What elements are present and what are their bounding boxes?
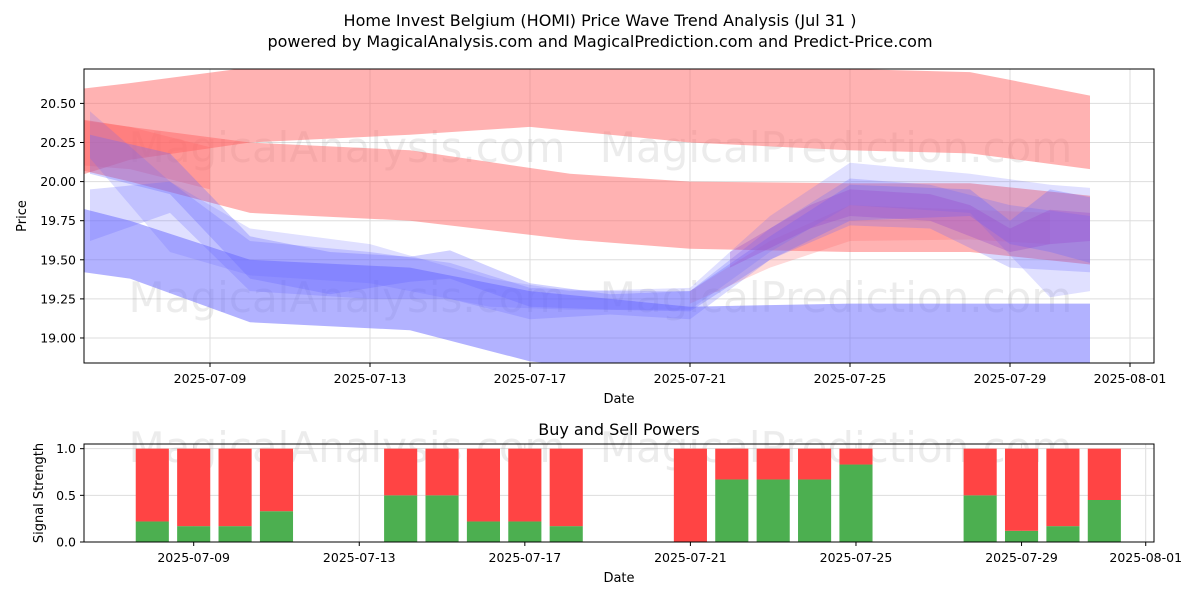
watermark-prediction-signal: MagicalPrediction.com — [600, 423, 1073, 472]
price-plot: MagicalAnalysis.com MagicalPrediction.co… — [15, 68, 1167, 407]
buy-bar — [1004, 530, 1039, 542]
signal-x-tick-label: 2025-07-21 — [654, 550, 727, 565]
signal-bars — [135, 448, 1121, 542]
sell-bar — [1087, 448, 1121, 500]
price-y-tick-label: 19.50 — [40, 252, 76, 267]
buy-bar — [549, 526, 583, 542]
price-band-red — [84, 69, 1090, 175]
price-y-tick-label: 20.00 — [40, 174, 76, 189]
chart-title-line1: Home Invest Belgium (HOMI) Price Wave Tr… — [344, 11, 857, 30]
sell-bar — [1004, 448, 1039, 531]
signal-y-tick-label: 1.0 — [56, 441, 76, 456]
signal-x-tick-label: 2025-07-17 — [489, 550, 562, 565]
price-band-red — [84, 119, 1090, 265]
signal-plot: Buy and Sell Powers MagicalAnalysis.com … — [32, 420, 1182, 586]
signal-x-tick-label: 2025-08-01 — [1109, 550, 1182, 565]
sell-bar — [425, 448, 459, 496]
price-band-red — [690, 205, 1050, 304]
price-x-ticks: 2025-07-09 2025-07-13 2025-07-17 2025-07-21… — [174, 363, 1167, 386]
signal-y-tick-label: 0.5 — [56, 488, 76, 503]
sell-bar — [508, 448, 542, 522]
sell-bar — [1046, 448, 1080, 527]
buy-bar — [259, 511, 294, 542]
price-y-axis-label: Price — [15, 200, 30, 232]
buy-bar — [798, 479, 832, 542]
price-x-tick-label: 2025-07-25 — [814, 371, 887, 386]
price-x-axis-label: Date — [603, 392, 634, 407]
buy-bar — [384, 495, 418, 542]
price-x-tick-label: 2025-07-13 — [334, 371, 407, 386]
price-x-tick-label: 2025-07-17 — [494, 371, 567, 386]
signal-x-tick-label: 2025-07-13 — [323, 550, 396, 565]
price-x-tick-label: 2025-07-21 — [654, 371, 727, 386]
signal-plot-frame — [83, 443, 1155, 543]
sell-bar — [177, 448, 211, 527]
buy-bar — [715, 479, 749, 542]
signal-y-tick-label: 0.0 — [56, 535, 76, 550]
price-x-tick-label: 2025-08-01 — [1094, 371, 1167, 386]
sell-bar — [715, 448, 749, 480]
price-plot-frame — [83, 68, 1155, 364]
sell-bar — [756, 448, 790, 480]
price-band-blue — [84, 209, 1090, 363]
sell-bar — [673, 448, 707, 542]
sell-bar — [839, 448, 873, 465]
price-y-tick-label: 19.00 — [40, 330, 76, 345]
signal-plot-title: Buy and Sell Powers — [538, 420, 700, 439]
buy-bar — [218, 526, 252, 542]
buy-bar — [839, 464, 873, 542]
sell-bar — [963, 448, 997, 496]
buy-bar — [425, 495, 459, 542]
signal-y-ticks: 0.0 0.5 1.0 — [56, 441, 84, 550]
price-band-blue — [90, 178, 1090, 320]
sell-bar — [135, 448, 169, 522]
sell-bar — [259, 448, 294, 512]
signal-y-axis-label: Signal Strength — [32, 443, 47, 543]
buy-bar — [508, 521, 542, 542]
sell-bar — [798, 448, 832, 480]
buy-bar — [756, 479, 790, 542]
signal-x-tick-label: 2025-07-25 — [820, 550, 893, 565]
price-x-tick-label: 2025-07-29 — [974, 371, 1047, 386]
signal-x-tick-label: 2025-07-29 — [985, 550, 1058, 565]
price-band-blue — [90, 134, 1090, 312]
signal-x-axis-label: Date — [603, 571, 634, 586]
sell-bar — [549, 448, 583, 527]
sell-bar — [384, 448, 418, 496]
sell-bar — [218, 448, 252, 527]
buy-bar — [135, 521, 169, 542]
buy-bar — [177, 526, 211, 542]
buy-bar — [466, 521, 500, 542]
buy-bar — [1046, 526, 1080, 542]
signal-x-tick-label: 2025-07-09 — [157, 550, 230, 565]
price-y-tick-label: 19.25 — [40, 291, 76, 306]
price-x-tick-label: 2025-07-09 — [174, 371, 247, 386]
price-band-blue — [90, 111, 1090, 310]
sell-bar — [466, 448, 500, 522]
signal-x-ticks: 2025-07-09 2025-07-13 2025-07-17 2025-07-21… — [157, 542, 1182, 565]
price-y-tick-label: 20.25 — [40, 135, 76, 150]
price-y-tick-label: 20.50 — [40, 96, 76, 111]
price-bands — [84, 69, 1090, 363]
buy-bar — [963, 495, 997, 542]
price-band-red — [84, 120, 210, 190]
buy-bar — [1087, 500, 1121, 542]
price-y-tick-label: 19.75 — [40, 213, 76, 228]
price-y-ticks: 19.00 19.25 19.50 19.75 20.00 20.25 20.50 — [40, 96, 84, 345]
price-band-purple — [730, 189, 1090, 268]
chart-title-line2: powered by MagicalAnalysis.com and Magic… — [267, 32, 932, 51]
